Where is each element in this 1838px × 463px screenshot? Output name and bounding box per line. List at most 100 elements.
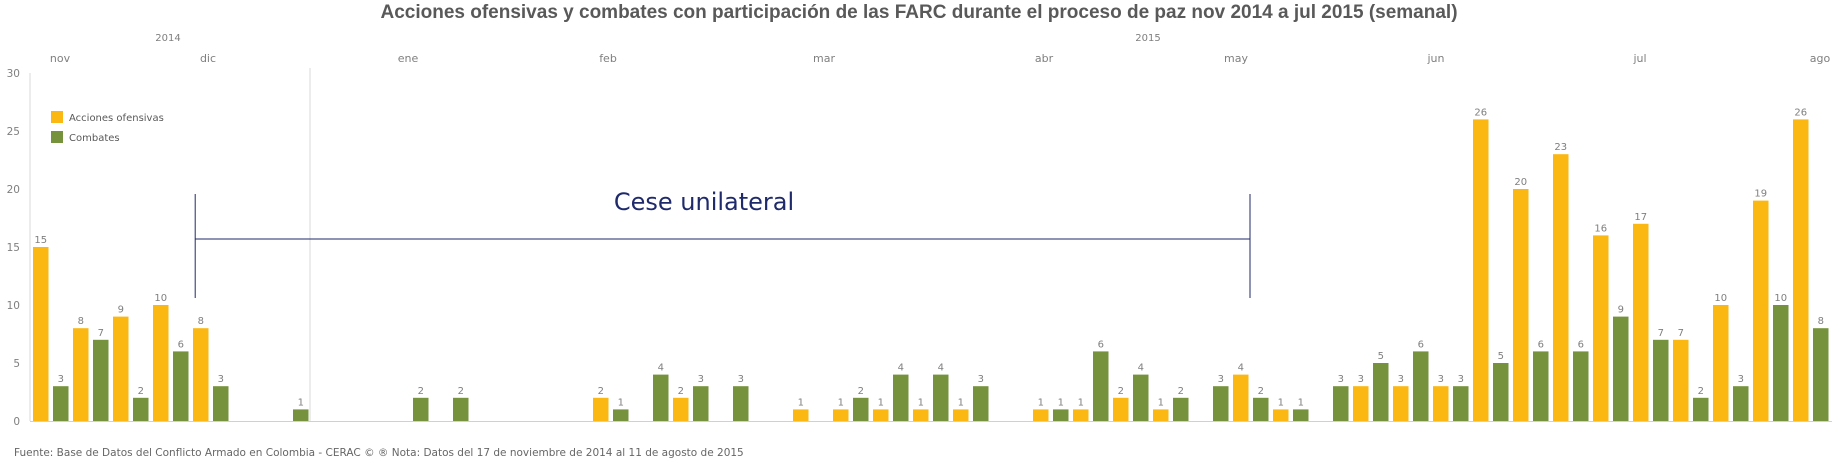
data-label: 2 [1698, 386, 1704, 397]
data-label: 8 [198, 316, 204, 327]
bar-acciones-ofensivas [1153, 409, 1169, 421]
data-label: 1 [1158, 397, 1164, 408]
data-label: 8 [1818, 316, 1824, 327]
month-label: ago [1810, 52, 1831, 65]
data-label: 3 [978, 374, 984, 385]
y-tick-label: 30 [7, 68, 20, 80]
bar-combates [173, 351, 189, 421]
data-label: 4 [1238, 363, 1244, 374]
data-label: 2 [598, 386, 604, 397]
bar-combates [213, 386, 229, 421]
bar-combates [1613, 316, 1629, 421]
data-label: 2 [678, 386, 684, 397]
annotation-cese-unilateral: Cese unilateral [614, 188, 794, 216]
bar-acciones-ofensivas [1553, 154, 1569, 421]
bar-combates [1133, 374, 1149, 421]
data-label: 7 [1658, 328, 1664, 339]
data-label: 8 [78, 316, 84, 327]
data-label: 4 [1138, 363, 1144, 374]
y-tick-label: 5 [13, 358, 20, 370]
data-label: 4 [658, 363, 664, 374]
data-label: 3 [1458, 374, 1464, 385]
data-label: 9 [118, 305, 124, 316]
bar-combates [413, 397, 429, 421]
data-label: 3 [698, 374, 704, 385]
bar-combates [53, 386, 69, 421]
data-label: 3 [58, 374, 64, 385]
data-label: 10 [1774, 293, 1787, 304]
data-label: 3 [738, 374, 744, 385]
source-note: Fuente: Base de Datos del Conflicto Arma… [14, 447, 744, 459]
data-label: 3 [1398, 374, 1404, 385]
bar-combates [1413, 351, 1429, 421]
bar-acciones-ofensivas [1113, 397, 1129, 421]
data-label: 9 [1618, 305, 1624, 316]
bar-acciones-ofensivas [1793, 119, 1809, 422]
data-label: 2 [1118, 386, 1124, 397]
bar-acciones-ofensivas [593, 397, 609, 421]
bar-combates [1173, 397, 1189, 421]
data-label: 4 [898, 363, 904, 374]
y-tick-label: 25 [7, 126, 20, 138]
data-label: 16 [1594, 223, 1607, 234]
bar-combates [133, 397, 149, 421]
bar-combates [653, 374, 669, 421]
bar-acciones-ofensivas [913, 409, 929, 421]
bar-acciones-ofensivas [113, 316, 129, 421]
bar-acciones-ofensivas [153, 305, 169, 421]
data-label: 1 [298, 397, 304, 408]
data-label: 1 [958, 397, 964, 408]
bar-acciones-ofensivas [1433, 386, 1449, 421]
data-label: 5 [1498, 351, 1504, 362]
data-label: 1 [1298, 397, 1304, 408]
bar-combates [1053, 409, 1069, 421]
bar-acciones-ofensivas [1033, 409, 1049, 421]
bar-acciones-ofensivas [673, 397, 689, 421]
data-label: 2 [858, 386, 864, 397]
data-label: 1 [1278, 397, 1284, 408]
data-label: 1 [1058, 397, 1064, 408]
bar-acciones-ofensivas [1513, 189, 1529, 421]
bar-combates [1333, 386, 1349, 421]
bar-combates [733, 386, 749, 421]
bar-combates [1533, 351, 1549, 421]
bar-combates [1573, 351, 1589, 421]
bar-acciones-ofensivas [873, 409, 889, 421]
legend-label: Combates [69, 133, 120, 144]
bar-acciones-ofensivas [33, 247, 49, 421]
bar-combates [93, 339, 109, 421]
data-label: 6 [1098, 339, 1104, 350]
bar-acciones-ofensivas [1273, 409, 1289, 421]
bar-acciones-ofensivas [1393, 386, 1409, 421]
annotation-desescalamiento: Desescalamiento [1836, 191, 1838, 215]
month-label: jun [1427, 52, 1445, 65]
year-label: 2014 [155, 33, 180, 44]
bar-acciones-ofensivas [833, 409, 849, 421]
bar-acciones-ofensivas [1473, 119, 1489, 422]
legend-swatch [51, 131, 63, 143]
data-label: 4 [938, 363, 944, 374]
data-label: 10 [154, 293, 167, 304]
bar-combates [1213, 386, 1229, 421]
y-tick-label: 10 [7, 300, 20, 312]
data-label: 6 [1578, 339, 1584, 350]
bar-acciones-ofensivas [1593, 235, 1609, 421]
bar-combates [973, 386, 989, 421]
data-label: 6 [178, 339, 184, 350]
bar-combates [453, 397, 469, 421]
bar-combates [1813, 328, 1829, 421]
bar-combates [1453, 386, 1469, 421]
data-label: 2 [138, 386, 144, 397]
bar-combates [1293, 409, 1309, 421]
data-label: 23 [1554, 142, 1567, 153]
bar-combates [1653, 339, 1669, 421]
data-label: 1 [878, 397, 884, 408]
bar-acciones-ofensivas [1713, 305, 1729, 421]
data-label: 1 [1038, 397, 1044, 408]
legend-label: Acciones ofensivas [69, 113, 164, 124]
y-tick-label: 15 [7, 242, 20, 254]
month-label: nov [50, 52, 71, 65]
data-label: 3 [1738, 374, 1744, 385]
data-label: 3 [1438, 374, 1444, 385]
